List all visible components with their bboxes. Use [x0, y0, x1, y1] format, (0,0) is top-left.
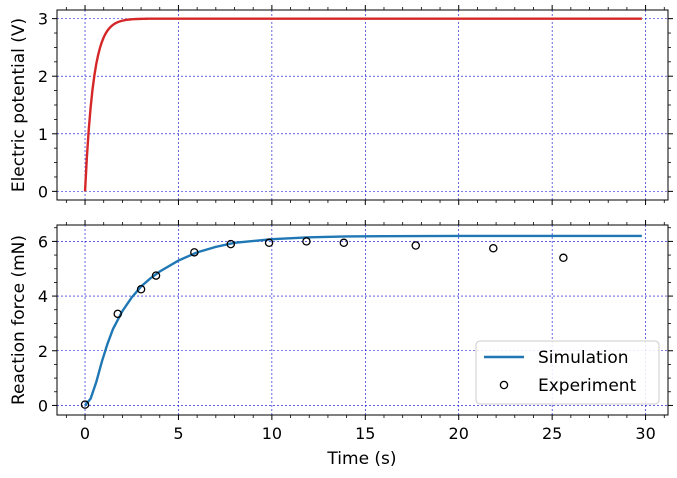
force-y-tick-labels: 0 2 4 6	[38, 232, 48, 415]
experiment-point	[226, 239, 236, 249]
force-axes-frame	[56, 224, 669, 416]
force-y-tick-label: 0	[38, 396, 48, 415]
force-x-tick-labels: 0 5 10 15 20 25 30	[80, 424, 656, 443]
force-y-tick-label: 4	[38, 287, 48, 306]
experiment-point	[559, 253, 568, 263]
experiment-point	[80, 400, 90, 409]
legend-simulation-label: Simulation	[538, 348, 629, 368]
potential-axes-frame	[56, 9, 669, 201]
force-x-tick-label: 0	[80, 424, 90, 443]
potential-line	[83, 17, 642, 192]
potential-y-tick-label: 0	[38, 182, 48, 201]
force-series	[80, 234, 642, 409]
potential-plot-area	[57, 10, 668, 200]
legend-experiment-marker	[499, 380, 509, 390]
experiment-point	[411, 241, 421, 250]
potential-y-axis-label: Electric potential (V)	[9, 18, 29, 192]
experiment-point	[190, 248, 199, 257]
experiment-point	[489, 243, 498, 253]
legend: Simulation Experiment	[475, 340, 660, 405]
legend-experiment-label: Experiment	[538, 376, 637, 396]
force-panel: 0 2 4 6 0 5 10 15 20 25 30 Reaction forc…	[9, 220, 673, 469]
experiment-point	[136, 284, 146, 294]
experiment-point	[302, 237, 311, 246]
potential-major-ticks	[52, 5, 673, 205]
force-x-tick-label: 5	[173, 424, 183, 443]
force-x-tick-label: 15	[355, 424, 375, 443]
force-x-tick-label: 30	[635, 424, 655, 443]
experiment-point	[151, 271, 161, 280]
force-x-tick-label: 25	[542, 424, 562, 443]
force-x-tick-label: 10	[262, 424, 282, 443]
potential-y-tick-labels: 0 1 2 3	[38, 10, 48, 202]
force-x-tick-label: 20	[449, 424, 469, 443]
simulation-line	[84, 234, 642, 407]
experiment-point	[264, 238, 274, 248]
experiment-point	[113, 309, 122, 319]
potential-series	[83, 17, 642, 192]
x-axis-label: Time (s)	[326, 449, 396, 469]
potential-panel: 0 1 2 3 Electric potential (V)	[9, 5, 673, 205]
potential-y-tick-label: 2	[38, 67, 48, 86]
force-y-axis-label: Reaction force (mN)	[9, 235, 29, 405]
force-major-ticks	[52, 220, 673, 420]
potential-y-tick-label: 3	[38, 10, 48, 29]
experiment-points	[80, 237, 568, 409]
force-y-tick-label: 2	[38, 342, 48, 361]
potential-y-tick-label: 1	[38, 125, 48, 144]
experiment-point	[339, 238, 349, 248]
force-y-tick-label: 6	[38, 232, 48, 251]
